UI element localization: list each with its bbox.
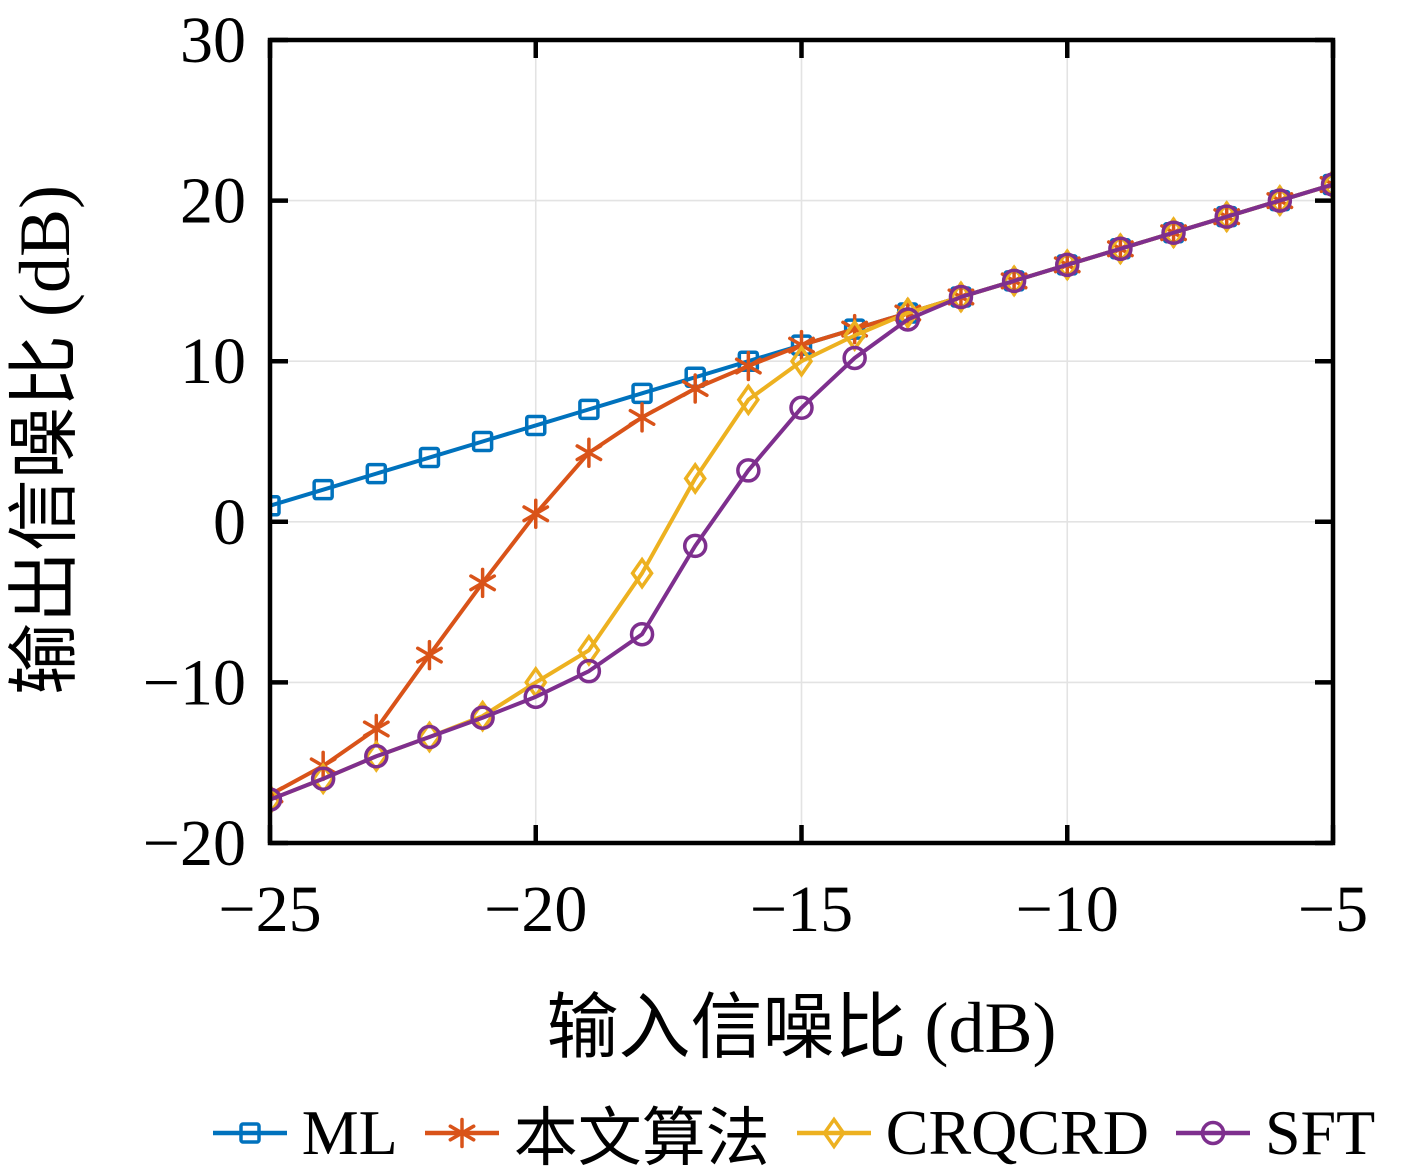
marker-diamond bbox=[577, 633, 601, 667]
marker-diamond bbox=[364, 739, 388, 773]
marker-asterisk bbox=[469, 567, 497, 599]
legend-swatch-circle-icon bbox=[1175, 1120, 1250, 1145]
marker-square bbox=[418, 446, 441, 469]
marker-circle bbox=[1320, 172, 1333, 197]
marker-asterisk bbox=[575, 437, 603, 468]
marker-circle bbox=[523, 684, 548, 710]
marker-asterisk bbox=[448, 1117, 476, 1148]
marker-circle bbox=[1001, 268, 1027, 294]
marker-diamond bbox=[417, 720, 442, 754]
marker-circle bbox=[895, 307, 921, 332]
marker-circle bbox=[1055, 252, 1080, 278]
legend-swatch-diamond-icon bbox=[796, 1115, 871, 1150]
legend-item-ml: ML bbox=[212, 1096, 398, 1170]
marker-diamond bbox=[896, 296, 920, 330]
series-line-sft bbox=[270, 182, 1333, 802]
y-tick-label: −20 bbox=[143, 807, 246, 880]
y-tick-label: 30 bbox=[180, 4, 246, 77]
marker-circle bbox=[417, 724, 442, 750]
marker-circle bbox=[1108, 236, 1133, 262]
marker-circle bbox=[948, 284, 974, 310]
series-sft bbox=[270, 172, 1333, 812]
marker-diamond bbox=[1002, 264, 1026, 298]
marker-asterisk bbox=[628, 402, 656, 433]
marker-asterisk bbox=[522, 498, 550, 530]
marker-diamond bbox=[1055, 248, 1079, 282]
marker-diamond bbox=[949, 280, 973, 314]
marker-circle bbox=[576, 658, 602, 684]
marker-asterisk bbox=[734, 350, 762, 382]
legend-label-ml: ML bbox=[301, 1096, 398, 1168]
legend-label-sft: SFT bbox=[1264, 1096, 1376, 1168]
marker-asterisk bbox=[416, 639, 443, 671]
x-tick-label: −20 bbox=[484, 873, 587, 946]
marker-square bbox=[239, 1121, 261, 1144]
marker-circle bbox=[1267, 188, 1293, 213]
legend-item-proposed: 本文算法 bbox=[424, 1087, 770, 1175]
marker-diamond bbox=[1321, 167, 1333, 202]
x-tick-label: −25 bbox=[218, 873, 321, 946]
marker-circle bbox=[470, 705, 495, 730]
legend-label-crqcrd: CRQCRD bbox=[885, 1096, 1149, 1168]
x-tick-label: −10 bbox=[1016, 873, 1119, 946]
legend: ML 本文算法 CRQCRD SFT bbox=[170, 1090, 1417, 1175]
legend-swatch-asterisk-icon bbox=[424, 1117, 499, 1148]
legend-item-sft: SFT bbox=[1175, 1096, 1375, 1170]
y-tick-label: 10 bbox=[180, 325, 246, 398]
marker-circle bbox=[364, 744, 389, 769]
marker-diamond bbox=[1215, 200, 1239, 234]
marker-diamond bbox=[1161, 216, 1186, 250]
marker-circle bbox=[1214, 204, 1239, 229]
marker-square bbox=[365, 462, 388, 485]
marker-circle bbox=[682, 533, 708, 559]
marker-diamond bbox=[630, 556, 654, 590]
marker-circle bbox=[736, 458, 761, 483]
marker-circle bbox=[789, 395, 814, 421]
marker-diamond bbox=[683, 461, 707, 495]
marker-asterisk bbox=[362, 713, 390, 745]
marker-diamond bbox=[822, 1115, 846, 1150]
marker-circle bbox=[1161, 220, 1186, 245]
marker-diamond bbox=[789, 344, 814, 378]
marker-circle bbox=[629, 621, 655, 647]
legend-swatch-square-icon bbox=[212, 1121, 287, 1144]
marker-square bbox=[312, 478, 334, 501]
marker-square bbox=[578, 398, 600, 421]
y-tick-label: 20 bbox=[180, 165, 246, 238]
marker-diamond bbox=[1108, 232, 1133, 266]
marker-square bbox=[270, 494, 281, 517]
x-tick-label: −15 bbox=[750, 873, 853, 946]
series-group bbox=[270, 167, 1333, 817]
marker-square bbox=[471, 430, 494, 453]
axes bbox=[267, 37, 1336, 846]
y-tick-label: −10 bbox=[143, 646, 246, 719]
marker-circle bbox=[270, 787, 283, 812]
marker-asterisk bbox=[681, 373, 709, 404]
marker-square bbox=[525, 414, 547, 437]
marker-circle bbox=[1200, 1120, 1226, 1145]
x-tick-label: −5 bbox=[1298, 873, 1368, 946]
marker-diamond bbox=[1268, 184, 1292, 218]
marker-diamond bbox=[736, 383, 760, 417]
legend-label-proposed: 本文算法 bbox=[513, 1102, 770, 1174]
y-axis-label: 输出信噪比 (dB) bbox=[5, 185, 85, 695]
legend-item-crqcrd: CRQCRD bbox=[796, 1096, 1149, 1170]
x-axis-label: 输入信噪比 (dB) bbox=[546, 988, 1057, 1068]
marker-circle bbox=[310, 766, 336, 792]
marker-circle bbox=[842, 345, 867, 371]
y-tick-label: 0 bbox=[213, 486, 246, 559]
